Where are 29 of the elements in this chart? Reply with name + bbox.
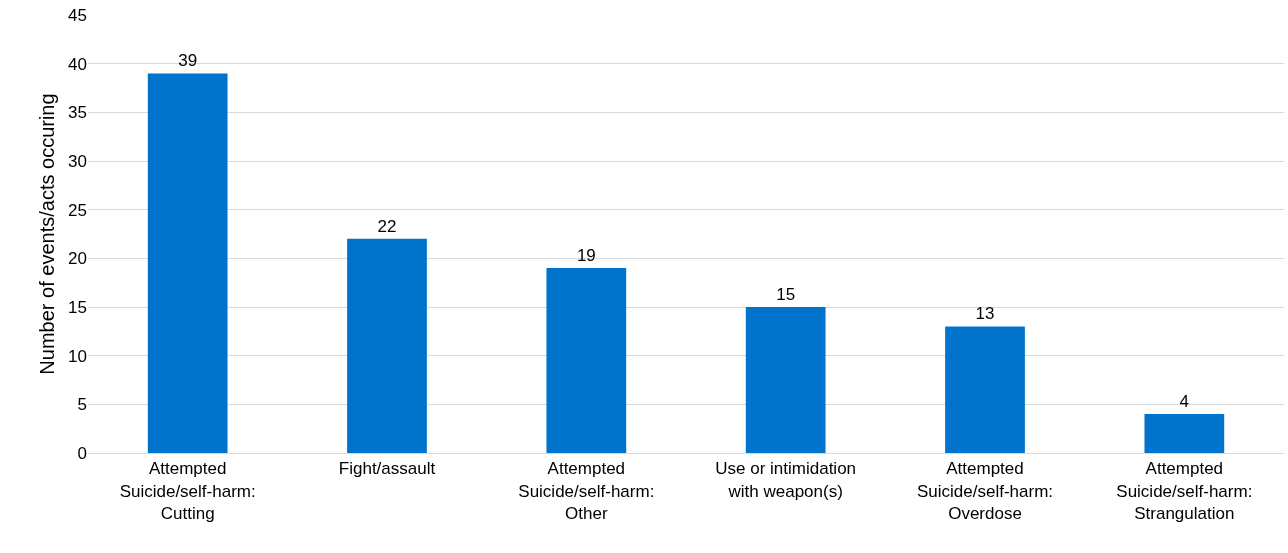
bar	[1144, 414, 1225, 453]
x-tick-label: Attempted Suicide/self-harm: Overdose	[916, 459, 1054, 523]
x-tick-label: Use or intimidation with weapon(s)	[715, 459, 857, 501]
bar	[147, 73, 228, 453]
bar	[945, 326, 1025, 453]
x-tick-label: Attempted Suicide/self-harm: Other	[518, 459, 655, 523]
y-tick-label: 25	[68, 200, 87, 220]
y-tick-label: 10	[68, 346, 87, 366]
x-tick-label: Attempted Suicide/self-harm: Cutting	[119, 459, 256, 523]
data-label: 22	[377, 216, 397, 236]
bar	[546, 268, 627, 453]
y-tick-label: 15	[68, 297, 87, 317]
y-axis-title: Number of events/acts occuring	[35, 93, 58, 375]
y-tick-label: 20	[68, 249, 87, 269]
bar	[745, 307, 826, 453]
y-tick-label: 35	[68, 103, 87, 123]
data-label: 13	[975, 304, 995, 324]
x-tick-label: Attempted Suicide/self-harm: Strangulation	[1116, 459, 1253, 523]
y-tick-label: 5	[77, 395, 87, 415]
data-label: 39	[178, 51, 198, 71]
bar	[347, 238, 427, 453]
y-tick-label: 45	[68, 5, 87, 25]
data-label: 4	[1179, 392, 1190, 412]
data-label: 19	[576, 246, 596, 266]
y-tick-label: 40	[68, 54, 87, 74]
data-label: 15	[776, 285, 796, 304]
x-tick-label: Fight/assault	[338, 459, 436, 479]
y-tick-label: 0	[77, 443, 87, 463]
y-tick-label: 30	[68, 151, 87, 171]
